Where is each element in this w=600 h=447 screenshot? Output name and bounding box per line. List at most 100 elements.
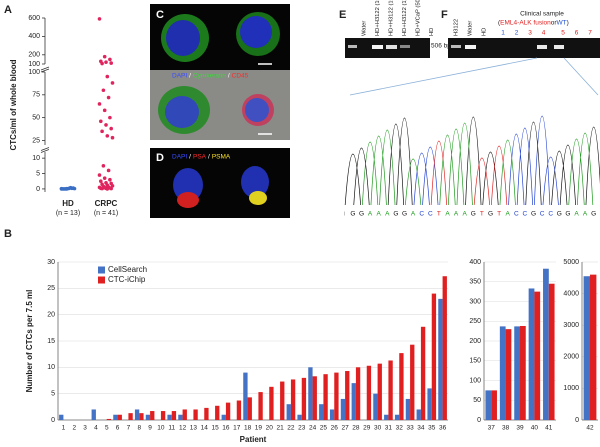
group-note: (n = 41) — [94, 210, 118, 217]
y-tick-label: 1000 — [563, 385, 579, 392]
data-point — [102, 108, 107, 113]
data-point — [106, 168, 111, 173]
data-point — [104, 60, 108, 64]
bar — [534, 291, 541, 420]
y-axis-label: Number of CTCs per 7.5 ml — [25, 290, 34, 393]
x-tick-label: 26 — [331, 425, 339, 432]
sample-subheader: WT — [557, 20, 567, 27]
marker-label: 506 bp — [431, 43, 451, 50]
bar — [236, 400, 242, 420]
data-point — [109, 126, 113, 131]
x-tick-label: 34 — [417, 425, 425, 432]
x-tick-label: 3 — [83, 425, 87, 432]
data-point — [105, 74, 110, 79]
bar — [351, 383, 356, 420]
data-point — [97, 17, 102, 21]
cell-nucleus — [166, 20, 200, 56]
data-point — [64, 187, 69, 191]
y-tick-label: 10 — [47, 364, 55, 371]
x-tick-label: 20 — [266, 425, 274, 432]
base-letter: A — [463, 211, 468, 218]
base-letter: C — [514, 211, 519, 218]
bar — [312, 376, 317, 420]
x-tick-label: 16 — [222, 425, 230, 432]
sample-subheader: ) — [567, 20, 569, 27]
sample-subheader: or — [551, 20, 558, 27]
bar — [247, 397, 252, 420]
base-letter: G — [393, 211, 398, 218]
bar — [91, 409, 96, 420]
bar — [243, 372, 248, 420]
y-axis-label: CTCs/ml of whole blood — [9, 59, 18, 150]
base-letter: G — [471, 211, 476, 218]
bar — [308, 367, 313, 420]
y-tick-label: 0 — [51, 417, 55, 424]
x-tick-label: 17 — [233, 425, 241, 432]
gel-band — [348, 45, 357, 48]
base-letter: A — [411, 211, 416, 218]
data-point — [108, 57, 112, 62]
y-tick-label: 200 — [28, 52, 40, 59]
base-letter: G — [591, 211, 596, 218]
axis-break — [40, 66, 50, 71]
bar — [394, 414, 400, 420]
data-point — [109, 186, 113, 191]
y-tick-label: 5 — [51, 391, 55, 398]
bar — [491, 390, 497, 420]
x-tick-label: 9 — [148, 425, 152, 432]
panel-label: D — [156, 152, 164, 164]
data-point — [108, 115, 112, 120]
base-letter: A — [454, 211, 459, 218]
x-tick-label: 29 — [363, 425, 371, 432]
bar — [329, 409, 335, 420]
data-point — [110, 81, 115, 85]
data-point — [110, 135, 115, 140]
x-tick-label: 24 — [309, 425, 317, 432]
sample-number: 2 — [515, 30, 519, 37]
bar — [160, 411, 166, 420]
y-tick-label: 25 — [47, 285, 55, 292]
bar — [113, 414, 118, 420]
bar — [410, 344, 415, 420]
bar — [340, 398, 346, 420]
bar — [590, 274, 597, 420]
base-letter: G — [557, 211, 562, 218]
stain-label: Cytokeratin — [193, 73, 226, 80]
x-tick-label: 28 — [352, 425, 360, 432]
bar — [290, 379, 296, 420]
base-letter: A — [583, 211, 588, 218]
y-tick-label: 4000 — [563, 290, 579, 297]
bar — [366, 365, 372, 420]
y-tick-label: 100 — [28, 61, 40, 68]
data-point — [97, 173, 102, 177]
y-tick-label: 50 — [32, 114, 40, 121]
y-tick-label: 400 — [28, 33, 40, 40]
trace — [430, 140, 508, 206]
gel-band — [554, 45, 564, 49]
y-tick-label: 3000 — [563, 322, 579, 329]
bar — [171, 411, 177, 420]
lane-label: H3122 — [454, 19, 460, 36]
sample-number: 3 — [528, 30, 532, 37]
y-tick-label: 350 — [469, 279, 481, 286]
y-tick-label: 200 — [469, 338, 481, 345]
stain-label: DAPI — [172, 154, 187, 161]
y-tick-label: 5000 — [563, 259, 579, 266]
x-tick-label: 37 — [488, 425, 496, 432]
base-letter: G — [350, 211, 355, 218]
data-point — [99, 119, 103, 124]
panel-label: B — [4, 228, 12, 240]
y-tick-label: 50 — [473, 397, 481, 404]
panel-label: F — [441, 9, 448, 21]
cell-nucleus — [165, 96, 199, 128]
bar — [442, 276, 447, 420]
bar — [323, 374, 328, 420]
base-letter: T — [497, 211, 501, 218]
x-tick-label: 25 — [320, 425, 328, 432]
gel-band — [386, 45, 397, 49]
bar — [128, 413, 133, 420]
data-point — [68, 185, 73, 190]
base-letter: A — [506, 211, 511, 218]
x-tick-label: 13 — [190, 425, 198, 432]
x-tick-label: 23 — [298, 425, 306, 432]
